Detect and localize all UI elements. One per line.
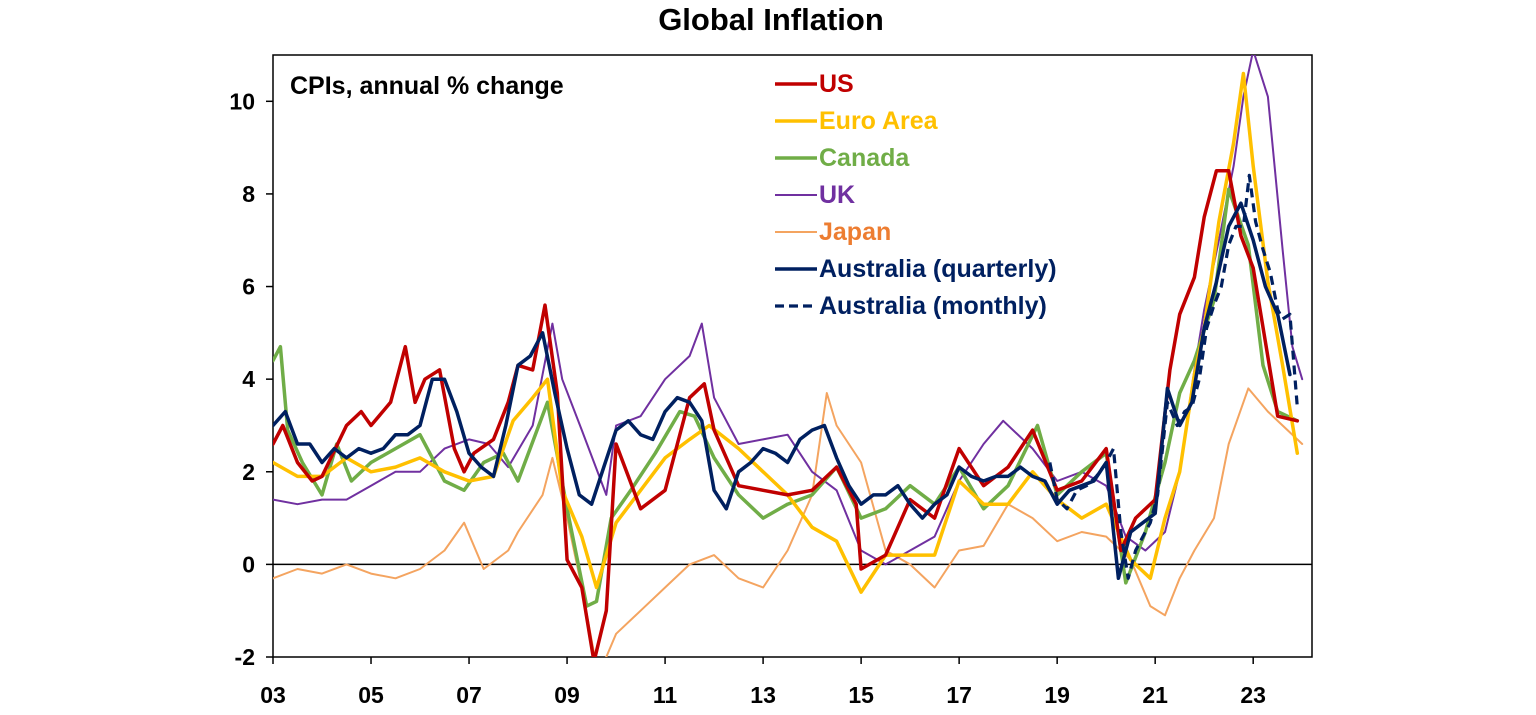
y-tick-label: 4 <box>242 366 255 392</box>
x-tick-label: 03 <box>260 682 286 708</box>
chart-title: Global Inflation <box>658 2 884 37</box>
series-line-us <box>273 169 1300 657</box>
series-line-japan <box>273 387 1304 657</box>
x-tick-label: 07 <box>456 682 482 708</box>
x-tick-label: 23 <box>1240 682 1266 708</box>
legend-label-australia-monthly: Australia (monthly) <box>819 292 1047 320</box>
legend-label-uk: UK <box>819 181 855 209</box>
y-tick-label: 8 <box>242 181 255 207</box>
series-line-australia-quarterly <box>273 201 1292 581</box>
legend-label-us: US <box>819 70 854 98</box>
legend-label-euro-area: Euro Area <box>819 107 939 135</box>
x-tick-label: 09 <box>554 682 580 708</box>
x-tick-label: 15 <box>848 682 874 708</box>
x-tick-label: 05 <box>358 682 384 708</box>
x-tick-label: 11 <box>653 682 678 708</box>
legend: US Euro Area Canada UK Japan Australia (quart… <box>775 70 1057 320</box>
plot-area <box>272 54 1313 658</box>
y-tick-label: 2 <box>242 459 255 485</box>
x-axis: 03 05 07 09 11 13 15 17 19 21 23 <box>260 657 1266 708</box>
y-axis: -2 0 2 4 6 8 10 <box>229 88 273 670</box>
y-tick-label: 6 <box>242 274 255 300</box>
x-tick-label: 19 <box>1044 682 1070 708</box>
chart-subtitle: CPIs, annual % change <box>290 72 564 100</box>
series-layer <box>273 55 1304 657</box>
x-tick-label: 13 <box>750 682 776 708</box>
y-tick-label: 0 <box>242 551 255 577</box>
y-tick-label: -2 <box>235 644 255 670</box>
x-tick-label: 17 <box>946 682 972 708</box>
series-line-euro-area <box>273 71 1300 594</box>
series-line-australia-monthly <box>1048 173 1299 580</box>
legend-label-japan: Japan <box>819 218 891 246</box>
legend-label-canada: Canada <box>819 144 910 172</box>
y-tick-label: 10 <box>229 88 255 114</box>
legend-label-australia-quarterly: Australia (quarterly) <box>819 255 1057 283</box>
x-tick-label: 21 <box>1142 682 1168 708</box>
